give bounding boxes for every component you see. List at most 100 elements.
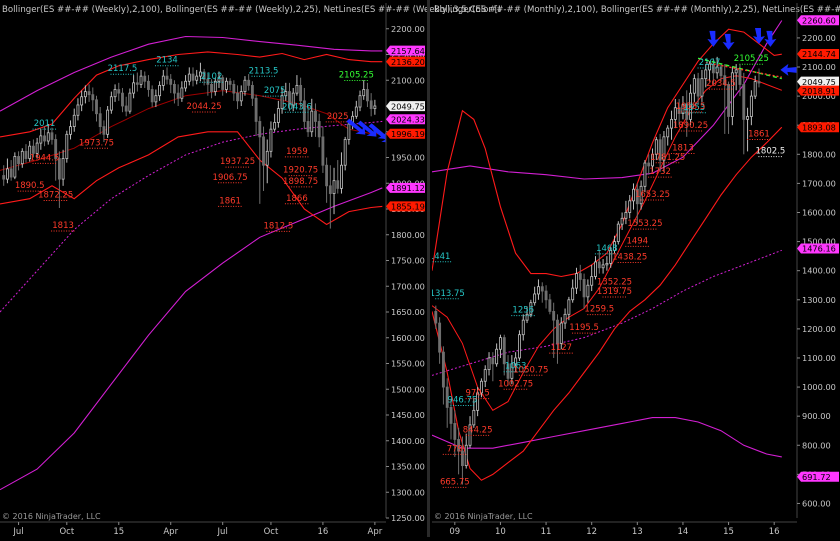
weekly-candle [354,100,358,119]
monthly-candle [518,330,521,361]
candle-body [647,162,651,167]
monthly-price-label: 1955.5 [676,102,706,112]
monthly-price-label: 1494 [626,236,648,246]
monthly-price-label: 1813 [672,144,694,154]
monthly-blue-arrow-icon [780,63,797,76]
monthly-candle [498,334,502,358]
candle-body [247,79,251,86]
candle-body [35,142,39,154]
candle-body [276,108,280,123]
y-tick-label: 1700.00 [391,281,425,291]
monthly-candle [601,259,605,274]
weekly-panel: 2117.5 2134 2102 2113.5 2075 2043.6 2011 2105.2… [0,3,501,537]
candle-body [692,78,696,94]
weekly-price-tag: 2049.75 [386,101,425,111]
weekly-price-label: 2105.25 [339,71,374,81]
monthly-price-label: 946.75 [448,396,478,406]
candle-body [742,84,746,120]
weekly-plot-area: 2117.5 2134 2102 2113.5 2075 2043.6 2011 2105.2… [0,35,386,491]
monthly-price-label: 1553.25 [627,219,662,229]
candle-body [217,77,221,82]
weekly-candle [20,148,24,168]
x-tick-label: Apr [163,527,178,537]
monthly-candle [613,235,616,254]
candle-body [727,84,731,117]
candle-body [651,153,654,167]
candle-body [57,158,61,180]
weekly-candle [95,95,98,122]
candle-body [749,95,753,117]
weekly-candle [135,72,139,92]
candle-body [336,180,340,189]
monthly-candle [533,286,537,306]
weekly-candle [276,100,280,128]
x-tick-label: 16 [769,527,780,537]
weekly-candle [161,69,165,91]
candle-body [20,150,24,165]
weekly-price-label: 1861 [219,196,241,206]
monthly-blue-arrow-icon [752,28,765,45]
monthly-blue-arrow-icon [722,33,735,50]
candle-body [106,109,110,135]
monthly-candle [658,133,662,172]
price-tag-box [386,56,425,67]
monthly-price-label: 1861 [748,130,770,140]
monthly-candle [647,154,651,175]
candle-body [479,380,483,394]
y-tick-label: 1600.00 [391,333,425,343]
monthly-candle [556,314,559,364]
monthly-candle [723,64,727,134]
weekly-candle [317,113,321,148]
monthly-price-label: 1438.25 [612,253,647,263]
candle-body [730,72,734,117]
monthly-candle [715,56,719,79]
weekly-candle [236,85,239,110]
monthly-candle [590,264,594,292]
candle-body [80,96,84,106]
candle-body [143,75,147,82]
monthly-candle [434,305,438,329]
candle-body [613,241,616,251]
candle-body [306,121,310,133]
price-tag-label: 2136.20 [391,57,425,67]
y-tick-label: 1800.00 [391,230,425,240]
candle-body [280,95,284,109]
weekly-candle [217,71,221,88]
monthly-candle [696,72,700,105]
y-tick-label: 1500.00 [391,384,425,394]
monthly-candle [749,90,753,126]
price-tag-label: 2049.75 [802,77,836,87]
monthly-price-tag: 2144.74 [797,48,839,59]
monthly-price-label: 1352.25 [597,278,632,288]
monthly-blue-arrow-icon [764,30,777,47]
candle-body [165,75,169,80]
price-tag-label: 2144.74 [802,49,836,59]
candle-body [620,217,624,225]
panel-divider[interactable] [427,0,430,537]
monthly-price-label: 1468 [596,244,618,254]
price-tag-box [797,15,839,26]
candle-body [753,81,757,97]
candle-body [299,85,303,102]
weekly-time-axis: Jul Oct 15 Apr Jul Oct 16 Apr [0,521,386,537]
candle-body [457,439,461,452]
weekly-candle [221,75,225,96]
candle-body [310,110,314,133]
y-tick-label: 800.00 [802,440,831,450]
candle-body [438,322,442,353]
weekly-candle [243,76,247,96]
y-tick-label: 1550.00 [391,359,425,369]
y-tick-label: 1100.00 [802,353,836,363]
monthly-candle [544,285,548,309]
candle-body [590,276,594,286]
weekly-candle [210,79,213,99]
candle-body [243,79,247,92]
weekly-candle [169,74,173,94]
candle-body [50,132,54,140]
candle-body [139,75,143,85]
candle-body [460,450,464,467]
weekly-candle [121,87,124,113]
weekly-candle [109,91,113,114]
candle-body [483,369,487,382]
monthly-price-tag: 1893.08 [797,122,839,132]
